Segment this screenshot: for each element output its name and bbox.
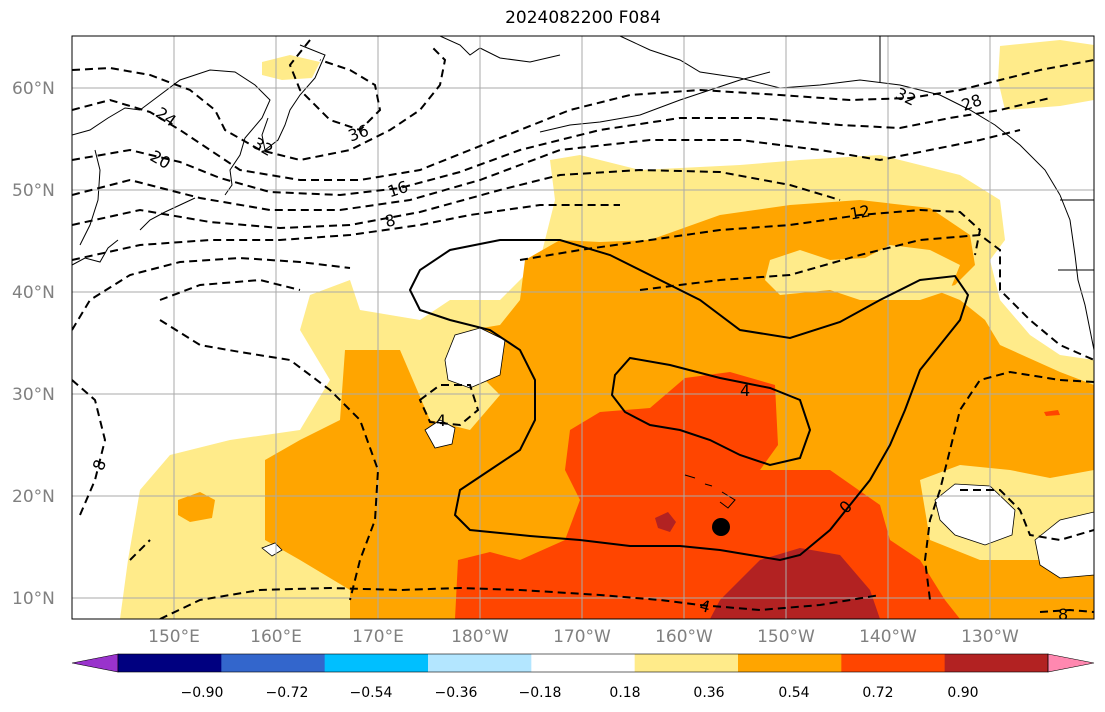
- colorbar-extend-high: [1047, 653, 1095, 673]
- shade-light-yellow-east: [765, 245, 960, 300]
- colorbar-tick-label: −0.36: [435, 685, 478, 701]
- shade-white-hole2: [424, 419, 456, 449]
- lon-label: 170°E: [352, 627, 404, 647]
- colorbar-segment: [531, 654, 636, 672]
- shade-red-orange-small: [1044, 410, 1060, 416]
- colorbar-segment: [634, 654, 739, 672]
- colorbar-tick-label: 0.54: [778, 685, 809, 701]
- colorbar-segments: [71, 653, 1095, 673]
- colorbar-tick-label: 0.18: [609, 685, 640, 701]
- lon-label: 170°W: [553, 627, 611, 647]
- colorbar-segment: [944, 654, 1049, 672]
- shade-dark-red: [710, 548, 880, 619]
- lon-label: 130°W: [961, 627, 1019, 647]
- lon-axis: 150°E 160°E 170°E 180°W 170°W 160°W 150°…: [148, 627, 1019, 647]
- coastline-kamchatka: [261, 44, 326, 151]
- contour-four: [610, 356, 812, 467]
- map-frame: [71, 35, 1095, 620]
- lat-label: 40°N: [12, 283, 55, 303]
- coastline-northamerica: [1059, 194, 1094, 351]
- coastline-sakhalin: [79, 149, 101, 246]
- shade-light-yellow-alaska: [998, 40, 1094, 110]
- storm-center-marker: [712, 518, 730, 536]
- shade-dark-red-small: [655, 512, 676, 532]
- colorbar-segment: [428, 654, 532, 672]
- map-area: 24 20 32 36 16 8 12 32 28 4 4 0 8 4 8: [72, 36, 1094, 624]
- colorbar-segment: [221, 654, 326, 672]
- coastline-alaska-aleutians: [539, 71, 771, 133]
- colorbar-segment: [738, 654, 842, 672]
- colorbar-tick-label: −0.90: [181, 685, 224, 701]
- contour-label: 4: [740, 381, 750, 400]
- contour-label: 4: [436, 411, 446, 430]
- coastlines: [72, 36, 1094, 509]
- lat-label: 20°N: [12, 487, 55, 507]
- colorbar-segment: [324, 654, 429, 672]
- colorbar-extend-low: [71, 653, 119, 673]
- colorbar-frame: [117, 653, 1049, 673]
- shade-white-hole5: [261, 542, 283, 557]
- contour-label: 4: [698, 596, 713, 617]
- coastline-japan: [72, 239, 119, 266]
- colorbar-tick-label: −0.54: [350, 685, 393, 701]
- colorbar-tick-label: 0.36: [693, 685, 724, 701]
- lon-label: 150°E: [148, 627, 200, 647]
- map-title: 2024082200 F084: [505, 8, 661, 28]
- lon-label: 180°W: [451, 627, 509, 647]
- colorbar-segment: [841, 654, 946, 672]
- colorbar-tick-label: −0.18: [519, 685, 562, 701]
- coastline-kuril: [139, 197, 196, 231]
- lat-label: 30°N: [12, 385, 55, 405]
- colorbar-segment: [118, 654, 222, 672]
- colorbar-tick-label: −0.72: [266, 685, 309, 701]
- contour-label: 8: [1058, 605, 1068, 624]
- solid-contours: [408, 239, 970, 562]
- contour-label: 12: [848, 201, 871, 223]
- lon-label: 150°W: [757, 627, 815, 647]
- shade-white-hole3: [934, 483, 1016, 546]
- colorbar-tick-label: 0.72: [862, 685, 893, 701]
- lat-axis: 60°N 50°N 40°N 30°N 20°N 10°N: [12, 79, 55, 609]
- colorbar-ticks: −0.90 −0.72 −0.54 −0.36 −0.18 0.18 0.36 …: [181, 685, 979, 701]
- lat-label: 60°N: [12, 79, 55, 99]
- shade-white-hole4: [1034, 511, 1094, 579]
- contour-zero: [408, 239, 970, 562]
- lon-label: 160°W: [655, 627, 713, 647]
- lon-label: 160°E: [250, 627, 302, 647]
- colorbar: −0.90 −0.72 −0.54 −0.36 −0.18 0.18 0.36 …: [71, 653, 1095, 701]
- colorbar-tick-label: 0.90: [947, 685, 978, 701]
- coastline-alaska: [619, 36, 1061, 196]
- dashed-contours: [72, 39, 1094, 619]
- lat-label: 50°N: [12, 181, 55, 201]
- shade-white-hole1: [444, 327, 506, 389]
- coastline-asia: [72, 69, 271, 196]
- shade-orange-spot: [178, 492, 215, 522]
- border-canada-usa: [1058, 199, 1094, 271]
- gridlines: [72, 36, 1094, 619]
- lat-label: 10°N: [12, 589, 55, 609]
- contour-label: 8: [383, 210, 398, 231]
- lon-label: 140°W: [859, 627, 917, 647]
